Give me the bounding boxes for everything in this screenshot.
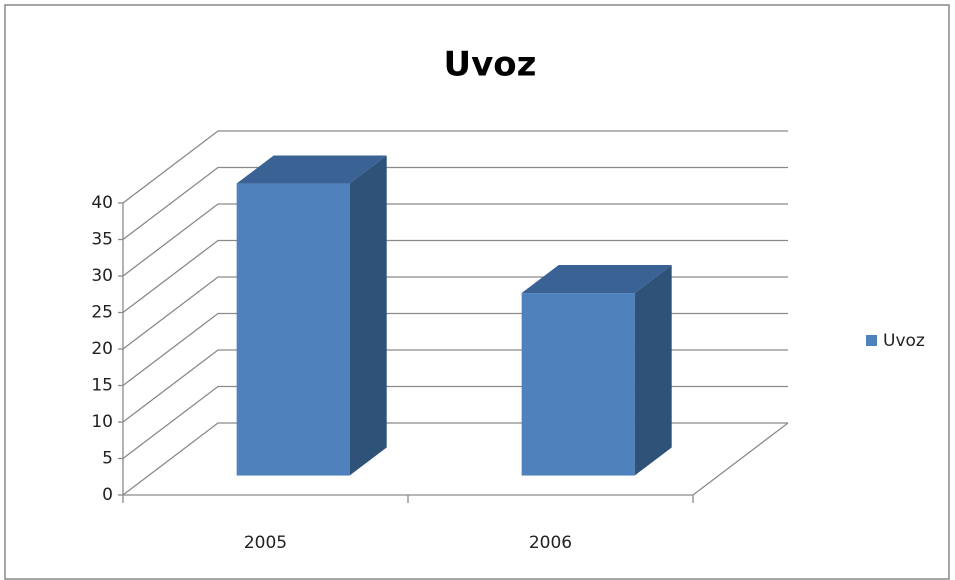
- bar: [521, 293, 635, 476]
- legend-label: Uvoz: [883, 331, 925, 351]
- bar-side: [634, 264, 672, 476]
- bar-side: [349, 155, 387, 476]
- y-tick-label: 25: [91, 303, 113, 323]
- y-tick-label: 10: [91, 412, 113, 432]
- x-tick-label: 2006: [529, 533, 572, 553]
- bar-top: [521, 264, 672, 294]
- legend-swatch: [866, 335, 877, 346]
- y-tick-label: 35: [91, 230, 113, 250]
- grid-line: [122, 130, 788, 204]
- y-tick-label: 40: [91, 193, 113, 213]
- y-tick-label: 0: [102, 485, 113, 505]
- grid-line: [122, 239, 788, 314]
- x-tick-label: 2005: [244, 533, 287, 553]
- bar: [236, 183, 350, 476]
- grid-line: [122, 166, 788, 241]
- y-tick-label: 15: [91, 376, 113, 396]
- grid-line: [122, 203, 788, 277]
- chart-title: Uvoz: [444, 45, 537, 85]
- y-tick-label: 5: [102, 449, 113, 469]
- bar-top: [236, 155, 387, 184]
- chart-border: [4, 4, 950, 580]
- y-tick-label: 20: [91, 339, 113, 359]
- y-tick-label: 30: [91, 266, 113, 286]
